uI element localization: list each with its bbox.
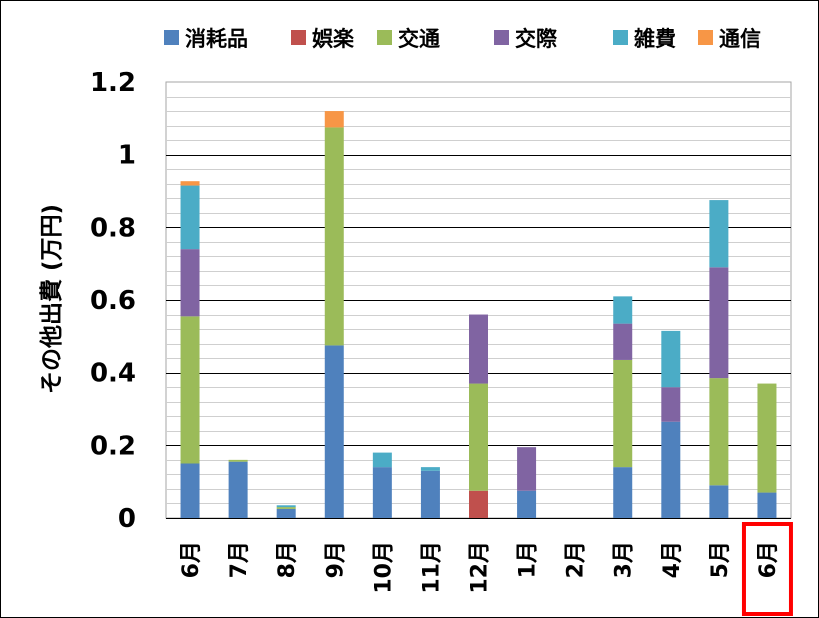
bar-segment xyxy=(420,470,440,518)
y-tick-label: 0.2 xyxy=(90,431,136,461)
bar-segment xyxy=(372,467,392,518)
bar-segment xyxy=(613,467,633,518)
y-tick-label: 1 xyxy=(118,141,136,171)
x-tick-label: 9月 xyxy=(323,541,348,578)
bar-segment xyxy=(180,463,200,518)
bar-segment xyxy=(661,387,681,422)
x-tick-label: 2月 xyxy=(564,541,589,578)
x-tick-label: 6月 xyxy=(179,541,204,578)
bar-segment xyxy=(420,467,440,471)
legend-label: 消耗品 xyxy=(185,27,248,51)
bar-segment xyxy=(517,447,537,491)
x-tick-label: 1月 xyxy=(516,541,541,578)
y-tick-label: 0 xyxy=(118,504,136,534)
y-tick-label: 1.2 xyxy=(90,68,136,98)
legend-label: 交際 xyxy=(515,27,558,51)
bar-segment xyxy=(324,345,344,518)
bar-segment xyxy=(276,507,296,509)
x-tick-label: 6月 xyxy=(756,541,781,578)
bar-segment xyxy=(709,485,729,518)
bar-segment xyxy=(276,505,296,508)
bar-segment xyxy=(180,249,200,317)
bar-segment xyxy=(276,508,296,518)
y-axis-label: その他出費 (万円) xyxy=(39,204,65,394)
y-tick-label: 0.8 xyxy=(90,213,136,243)
legend-swatch xyxy=(613,30,628,45)
bar-segment xyxy=(613,296,633,324)
x-tick-label: 4月 xyxy=(660,541,685,578)
bar-segment xyxy=(709,378,729,486)
legend: 消耗品 娯楽 交通 交際 雑費 通信 xyxy=(164,27,761,51)
x-tick-label: 3月 xyxy=(612,541,637,578)
x-tick-label: 10月 xyxy=(371,541,396,594)
legend-label: 通信 xyxy=(719,27,761,51)
bar-segment xyxy=(613,359,633,468)
bar-segment xyxy=(709,200,729,268)
bar-segment xyxy=(613,323,633,360)
legend-swatch xyxy=(494,30,509,45)
bar-segment xyxy=(324,127,344,346)
bar-segment xyxy=(228,459,248,462)
x-tick-label: 12月 xyxy=(468,541,493,594)
bar-segment xyxy=(709,267,729,379)
legend-label: 交通 xyxy=(398,27,440,51)
bars xyxy=(180,111,777,518)
legend-swatch xyxy=(377,30,392,45)
bar-segment xyxy=(228,461,248,518)
x-tick-label: 5月 xyxy=(708,541,733,578)
y-tick-label: 0.4 xyxy=(90,359,136,389)
bar-segment xyxy=(469,314,488,384)
legend-label: 娯楽 xyxy=(312,27,355,51)
legend-swatch xyxy=(291,30,306,45)
bar-segment xyxy=(180,185,200,250)
x-tick-label: 11月 xyxy=(419,541,444,594)
bar-segment xyxy=(469,490,488,518)
legend-swatch xyxy=(164,30,179,45)
highlight-box xyxy=(741,522,793,616)
x-tick-label: 7月 xyxy=(227,541,252,578)
bar-segment xyxy=(757,492,777,518)
legend-swatch xyxy=(698,30,713,45)
bar-segment xyxy=(180,181,200,186)
x-axis-ticks: 6月 7月 8月 9月 10月 11月 12月 1月 2月 3月 4月 5月 6月 xyxy=(179,541,781,594)
y-axis-ticks: 0 0.2 0.4 0.6 0.8 1 1.2 xyxy=(90,68,136,534)
bar-segment xyxy=(757,383,777,493)
legend-label: 雑費 xyxy=(633,27,676,51)
bar-segment xyxy=(661,421,681,518)
bar-segment xyxy=(324,111,344,128)
bar-segment xyxy=(469,383,488,491)
bar-segment xyxy=(661,330,681,388)
y-tick-label: 0.6 xyxy=(90,286,136,316)
x-tick-label: 8月 xyxy=(275,541,300,578)
bar-segment xyxy=(180,316,200,464)
bar-segment xyxy=(517,490,537,518)
highlight xyxy=(741,522,793,616)
bar-segment xyxy=(372,452,392,468)
